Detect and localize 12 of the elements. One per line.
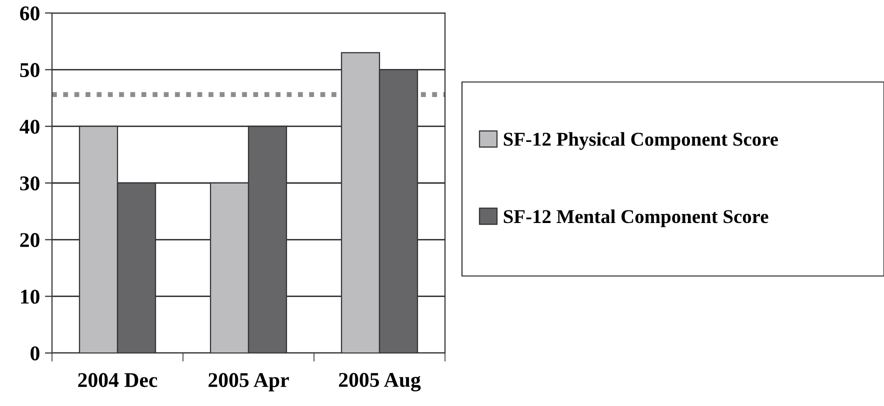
legend-label: SF-12 Mental Component Score [504,209,768,228]
y-tick-label: 20 [20,233,40,248]
y-tick-label: 10 [21,290,40,304]
x-tick-label: 2005 Apr [208,373,289,392]
y-tick-label: 60 [20,6,40,20]
x-tick-label: 2005 Aug [338,372,421,392]
legend-label: SF-12 Physical Component Score [504,132,778,150]
y-tick-label: 0 [30,346,40,360]
x-tick-label: 2004 Dec [78,373,158,388]
y-tick-label: 40 [20,120,40,134]
y-tick-label: 30 [20,176,40,190]
y-tick-label: 50 [20,63,40,78]
